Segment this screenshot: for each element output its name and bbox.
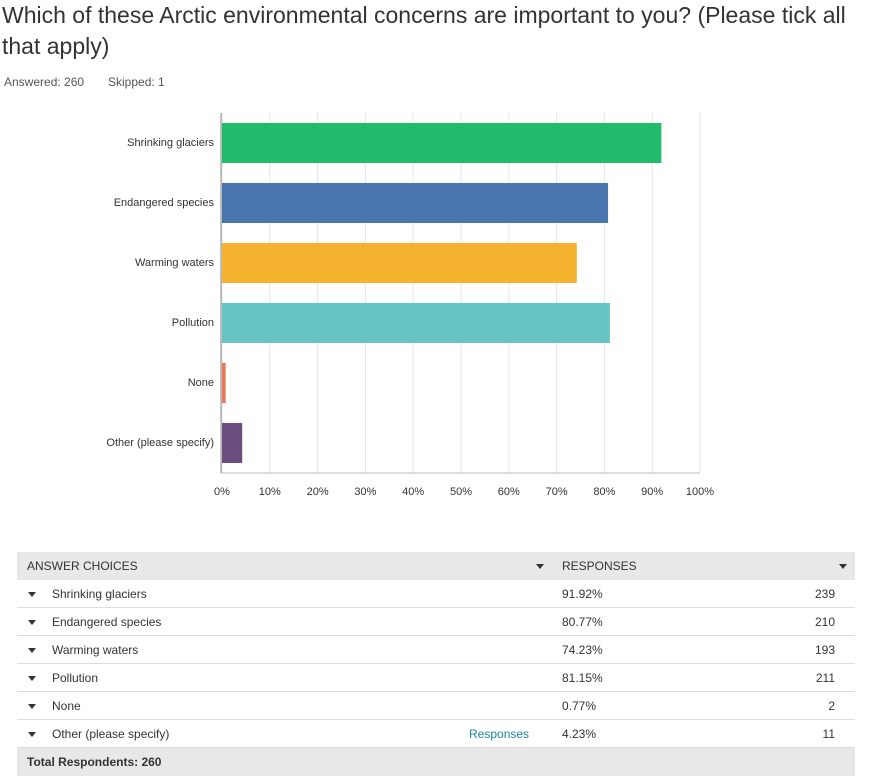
- category-label: Endangered species: [113, 197, 214, 209]
- chart: 0% 10% 20% 30% 40% 50% 60% 70% 80% 90% 100%: [214, 113, 714, 498]
- skipped: Skipped: 1: [108, 75, 165, 89]
- table-row: Shrinking glaciers 91.92% 239: [17, 580, 855, 608]
- x-tick-label: 40%: [402, 486, 424, 498]
- bar: [222, 183, 609, 223]
- answer-choice: None: [52, 699, 81, 713]
- table-row: Endangered species 80.77% 210: [17, 608, 855, 636]
- total-row: Total Respondents: 260: [17, 748, 855, 776]
- response-percent: 4.23%: [562, 727, 597, 741]
- bar: [222, 303, 610, 343]
- table-row: None 0.77% 2: [17, 692, 855, 720]
- x-tick-label: 20%: [307, 486, 329, 498]
- response-count: 210: [814, 615, 835, 629]
- response-percent: 0.77%: [562, 699, 597, 713]
- x-tick-label: 100%: [686, 486, 714, 498]
- response-count: 11: [822, 727, 835, 741]
- x-tick-label: 90%: [641, 486, 663, 498]
- x-tick-label: 0%: [214, 486, 230, 498]
- answer-choice: Other (please specify): [52, 727, 170, 741]
- sort-arrow[interactable]: [839, 564, 847, 569]
- expand-arrow[interactable]: [28, 620, 36, 625]
- column-header: ANSWER CHOICES: [27, 559, 138, 573]
- expand-arrow[interactable]: [28, 648, 36, 653]
- category-label: Warming waters: [134, 257, 214, 269]
- response-percent: 74.23%: [562, 643, 603, 657]
- answer-choice: Endangered species: [52, 615, 162, 629]
- x-tick-label: 10%: [259, 486, 281, 498]
- bar: [222, 363, 226, 403]
- expand-arrow[interactable]: [28, 676, 36, 681]
- category-label: Pollution: [171, 317, 214, 329]
- category-label: None: [187, 377, 214, 389]
- response-percent: 80.77%: [562, 615, 603, 629]
- expand-arrow[interactable]: [28, 592, 36, 597]
- answered: Answered: 260: [4, 75, 85, 89]
- answer-choice: Shrinking glaciers: [52, 587, 147, 601]
- response-percent: 91.92%: [562, 587, 603, 601]
- answer-choice: Warming waters: [52, 643, 139, 657]
- response-count: 2: [828, 699, 835, 713]
- table-header: ANSWER CHOICES RESPONSES: [17, 552, 855, 580]
- column-header: RESPONSES: [562, 559, 637, 573]
- category-label: Shrinking glaciers: [127, 137, 214, 149]
- response-count: 193: [814, 643, 835, 657]
- expand-arrow[interactable]: [28, 704, 36, 709]
- sort-arrow[interactable]: [536, 564, 544, 569]
- x-tick-label: 70%: [546, 486, 568, 498]
- answer-choice: Pollution: [52, 671, 99, 685]
- bar: [222, 243, 577, 283]
- total-respondents: Total Respondents: 260: [27, 755, 162, 769]
- x-tick-label: 50%: [450, 486, 472, 498]
- response-count: 211: [815, 671, 835, 685]
- question-title: Which of these Arctic environmental conc…: [2, 2, 846, 59]
- response-percent: 81.15%: [562, 671, 603, 685]
- x-tick-label: 60%: [498, 486, 520, 498]
- table-row: Warming waters 74.23% 193: [17, 636, 855, 664]
- table-row: Other (please specify) Responses 4.23% 11: [17, 720, 855, 748]
- x-tick-label: 80%: [593, 486, 615, 498]
- category-label: Other (please specify): [106, 437, 214, 449]
- bar: [222, 123, 662, 163]
- responses-link[interactable]: Responses: [469, 727, 530, 741]
- x-tick-label: 30%: [354, 486, 376, 498]
- bar: [222, 423, 243, 463]
- expand-arrow[interactable]: [28, 732, 36, 737]
- table-row: Pollution 81.15% 211: [17, 664, 855, 692]
- response-count: 239: [814, 587, 835, 601]
